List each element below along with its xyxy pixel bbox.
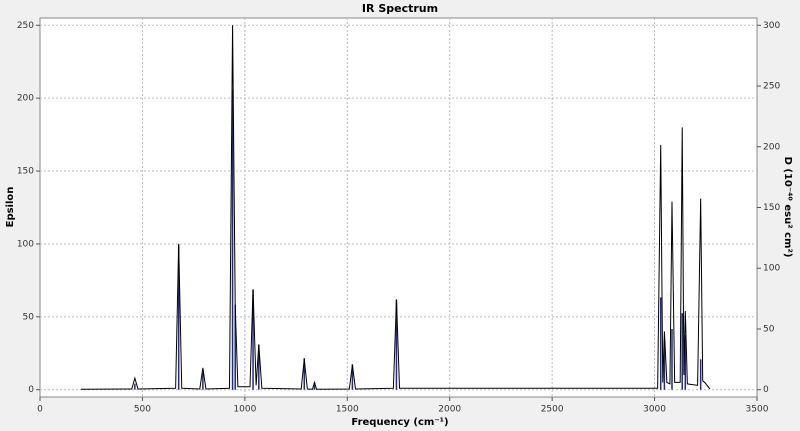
x-tick-label: 2500 [541, 405, 564, 415]
chart-title: IR Spectrum [362, 2, 438, 15]
x-tick-label: 2000 [438, 405, 461, 415]
y-axis-label: Epsilon [5, 187, 16, 228]
y-tick-label: 50 [23, 312, 35, 322]
y2-tick-label: 250 [763, 82, 780, 92]
y2-tick-label: 50 [763, 324, 775, 334]
x-tick-label: 500 [134, 405, 151, 415]
plot-area [39, 17, 758, 398]
y-tick-label: 200 [17, 94, 34, 104]
y2-tick-label: 100 [763, 264, 780, 274]
x-tick-label: 3000 [643, 405, 666, 415]
spectrum-line [80, 25, 711, 390]
y2-tick-label: 200 [763, 142, 780, 152]
y2-tick-label: 300 [763, 21, 780, 31]
y2-tick-label: 0 [763, 385, 769, 395]
y-tick-label: 100 [17, 239, 34, 249]
x-axis-label: Frequency (cm⁻¹) [351, 417, 448, 428]
y2-tick-label: 150 [763, 203, 780, 213]
y-tick-label: 150 [17, 167, 34, 177]
x-tick-label: 1500 [336, 405, 359, 415]
x-tick-label: 1000 [233, 405, 256, 415]
y-tick-label: 0 [28, 385, 34, 395]
y-tick-label: 250 [17, 21, 34, 31]
x-tick-label: 3500 [746, 405, 769, 415]
x-tick-label: 0 [37, 405, 43, 415]
y2-axis-label: D (10⁻⁴⁰ esu² cm²) [782, 157, 793, 258]
